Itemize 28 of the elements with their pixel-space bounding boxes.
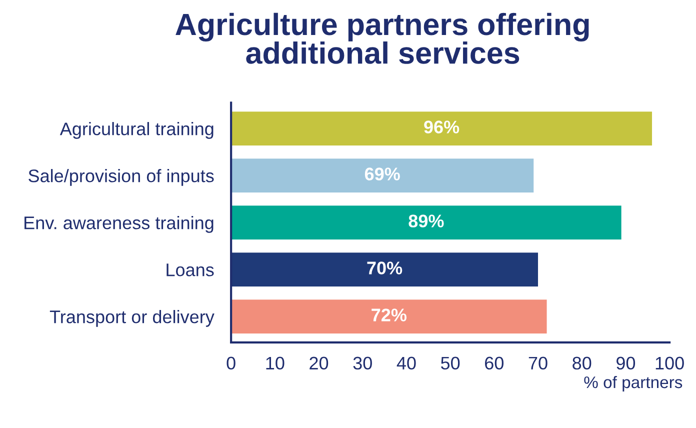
data-label: 70% (367, 262, 402, 274)
y-tick-label: Transport or delivery (50, 310, 214, 327)
x-tick-label: 0 (226, 356, 236, 370)
y-tick-label: Agricultural training (60, 122, 214, 139)
data-label: 69% (364, 168, 400, 180)
y-tick-label: Env. awareness training (24, 216, 214, 233)
bar (231, 158, 534, 192)
data-label: 96% (424, 120, 460, 134)
x-tick-label: 60 (485, 356, 504, 370)
x-tick-label: 40 (396, 356, 416, 370)
x-tick-label: 20 (310, 356, 328, 370)
x-tick-label: 100 (656, 356, 684, 370)
bar (231, 252, 538, 286)
x-axis-title: % of partners (584, 376, 682, 392)
chart-title: Agriculture partners offering additional services (176, 12, 589, 64)
x-tick-label: 30 (353, 356, 372, 370)
x-tick-label: 90 (616, 356, 636, 370)
data-label: 89% (408, 214, 444, 228)
y-tick-label: Loans (166, 264, 214, 276)
x-tick-label: 50 (440, 356, 460, 370)
x-tick-label: 10 (266, 356, 284, 370)
y-tick-label: Sale/provision of inputs (28, 169, 214, 186)
bar (231, 300, 547, 334)
bar (231, 112, 652, 146)
x-tick-label: 80 (572, 356, 592, 370)
x-tick-label: 70 (528, 356, 548, 370)
data-label: 72% (372, 308, 407, 322)
bar (231, 206, 622, 240)
